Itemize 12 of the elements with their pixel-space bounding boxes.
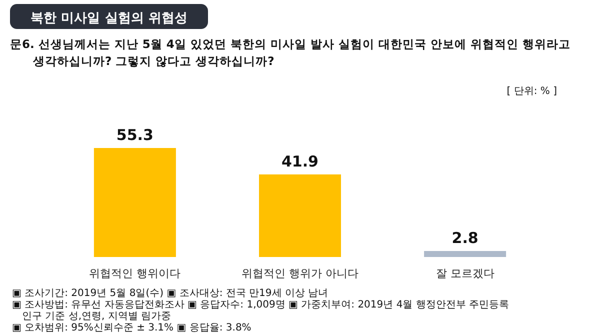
text: [ 단위: % ] bbox=[506, 86, 558, 97]
data-label: 55.3 bbox=[116, 126, 154, 144]
x-tick-label: 잘 모르겠다 bbox=[436, 267, 494, 280]
data-label: 41.9 bbox=[281, 152, 319, 170]
text: ▣ 조사방법: 유무선 자동응답전화조사 ▣ 응답자수: 1,009명 ▣ 가중치부여: 2019년 4월 행정안전부 주민등록 인구 기준 성,연령, 지역별 림가중 bbox=[12, 300, 510, 322]
text: ▣ 조사기간: 2019년 5월 8일(수) ▣ 조사대상: 전국 만19세 이상 남녀 bbox=[12, 288, 328, 299]
x-tick-label: 위협적인 행위이다 bbox=[89, 267, 181, 280]
text: ▣ 오차범위: 95%신뢰수준 ± 3.1% ▣ 응답율: 3.8% bbox=[12, 322, 252, 334]
chart-subtitle: 문6. 선생님께서는 지난 5월 4일 있었던 북한의 미사일 발사 실험이 대한민국 안보에 위협적인 행위라고 생각하십니까? 그렇지 않다고 생각하십니까? bbox=[10, 37, 570, 68]
chart-title: 북한 미사일 실험의 위협성 bbox=[30, 11, 188, 26]
x-tick-label: 위협적인 행위가 아니다 bbox=[242, 267, 358, 280]
data-label: 2.8 bbox=[452, 229, 478, 247]
